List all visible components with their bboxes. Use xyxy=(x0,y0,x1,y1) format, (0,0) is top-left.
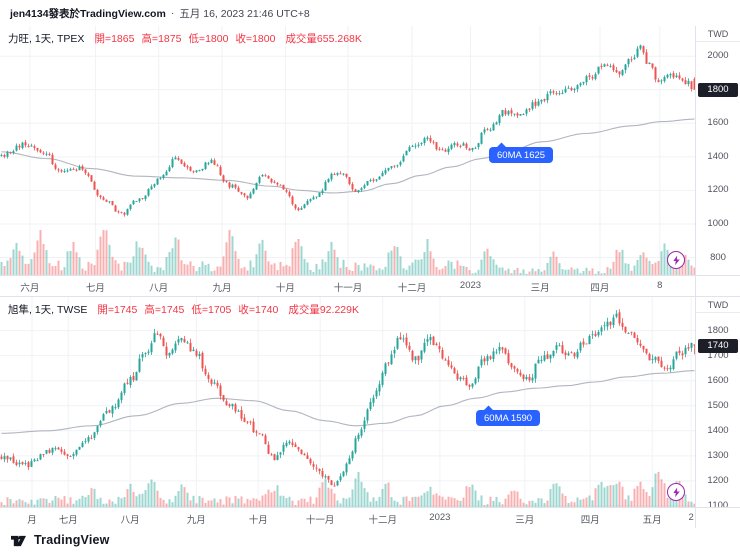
ma-label-badge[interactable]: 60MA 1590 xyxy=(476,410,541,426)
price-tick-label: 1800 xyxy=(707,324,729,336)
time-axis-label: 五月 xyxy=(642,515,662,526)
time-axis-label: 十二月 xyxy=(397,283,427,294)
time-axis-label: 四月 xyxy=(590,283,610,294)
separator-dot: · xyxy=(170,7,175,19)
time-axis-label: 十二月 xyxy=(368,515,398,526)
chart-pane-voltronic: 旭隼, 1天, TWSE 開=1745 高=1745 低=1705 收=1740… xyxy=(0,296,740,528)
candlestick-chart xyxy=(0,297,696,508)
high-value: 高=1745 xyxy=(144,304,185,316)
price-tick-label: 1600 xyxy=(707,374,729,386)
price-tick-label: 1200 xyxy=(707,474,729,486)
symbol-title[interactable]: 旭隼, 1天, TWSE xyxy=(8,304,88,316)
time-axis[interactable]: 月 七月 八月 九月 十月 十一月 十二月 2023 三月 四月 五月 2 xyxy=(0,507,696,528)
time-axis-label: 九月 xyxy=(212,283,232,294)
chart-pane-ememory: 力旺, 1天, TPEX 開=1865 高=1875 低=1800 收=1800… xyxy=(0,26,740,296)
time-axis-label: 八月 xyxy=(149,283,169,294)
volume-value: 成交量655.268K xyxy=(285,33,362,45)
lightning-icon xyxy=(672,487,680,497)
high-value: 高=1875 xyxy=(141,33,182,45)
candlestick-chart xyxy=(0,26,696,276)
time-axis-label: 七月 xyxy=(85,283,105,294)
close-value: 收=1800 xyxy=(235,33,276,45)
low-value: 低=1800 xyxy=(188,33,229,45)
close-value: 收=1740 xyxy=(238,304,279,316)
time-axis-label: 六月 xyxy=(20,283,40,294)
time-axis-label: 七月 xyxy=(58,515,78,526)
boost-button[interactable] xyxy=(667,251,685,269)
low-value: 低=1705 xyxy=(191,304,232,316)
snapshot-datetime: 五月 16, 2023 21:46 UTC+8 xyxy=(179,7,310,20)
time-axis-label: 8 xyxy=(657,280,663,291)
price-tick-label: 1400 xyxy=(707,150,729,162)
time-axis-label: 九月 xyxy=(186,515,206,526)
price-tick-label: 1700 xyxy=(707,349,729,361)
price-axis[interactable]: TWD 1740 1800 1700 1600 1500 1400 1300 1200 110… xyxy=(695,297,740,511)
boost-button[interactable] xyxy=(667,483,685,501)
snapshot-header: jen4134發表於TradingView.com · 五月 16, 2023 … xyxy=(0,0,740,26)
price-tick-label: 1000 xyxy=(707,217,729,229)
price-tick-label: 800 xyxy=(710,251,726,263)
author-attribution[interactable]: jen4134發表於TradingView.com xyxy=(10,7,166,20)
time-axis-label: 三月 xyxy=(530,283,550,294)
ma-label-text: 60MA 1625 xyxy=(497,149,546,161)
ma-label-text: 60MA 1590 xyxy=(484,412,533,424)
tradingview-logo-icon[interactable] xyxy=(10,533,27,548)
price-tick-label: 1500 xyxy=(707,399,729,411)
last-price-badge: 1740 xyxy=(698,338,738,353)
price-tick-label: 1400 xyxy=(707,424,729,436)
time-axis-label: 四月 xyxy=(580,515,600,526)
open-value: 開=1745 xyxy=(97,304,138,316)
axis-corner xyxy=(695,275,740,296)
lightning-icon xyxy=(672,255,680,265)
time-axis-label: 2023 xyxy=(429,512,451,523)
time-axis-label: 十一月 xyxy=(305,515,335,526)
price-tick-label: 1300 xyxy=(707,449,729,461)
time-axis-label: 十一月 xyxy=(333,283,363,294)
plot-area[interactable]: 旭隼, 1天, TWSE 開=1745 高=1745 低=1705 收=1740… xyxy=(0,297,696,508)
volume-value: 成交量92.229K xyxy=(288,304,359,316)
last-price-badge: 1800 xyxy=(698,82,738,97)
axis-corner xyxy=(695,507,740,528)
price-tick-label: 1100 xyxy=(707,499,729,511)
currency-label: TWD xyxy=(696,26,740,42)
open-value: 開=1865 xyxy=(94,33,135,45)
ohlc-values: 開=1745 高=1745 低=1705 收=1740 xyxy=(97,302,278,317)
price-tick-label: 1200 xyxy=(707,184,729,196)
time-axis-label: 2023 xyxy=(459,280,482,291)
time-axis-label: 三月 xyxy=(515,515,535,526)
tradingview-brand-text[interactable]: TradingView xyxy=(34,533,110,547)
time-axis-label: 八月 xyxy=(120,515,140,526)
price-tick-label: 1600 xyxy=(707,117,729,129)
chart-legend: 旭隼, 1天, TWSE 開=1745 高=1745 低=1705 收=1740… xyxy=(8,302,359,317)
time-axis[interactable]: 六月 七月 八月 九月 十月 十一月 十二月 2023 三月 四月 8 xyxy=(0,275,696,296)
time-axis-label: 2 xyxy=(688,512,694,523)
plot-area[interactable]: 力旺, 1天, TPEX 開=1865 高=1875 低=1800 收=1800… xyxy=(0,26,696,276)
currency-label: TWD xyxy=(696,297,740,313)
time-axis-label: 十月 xyxy=(248,515,268,526)
footer: TradingView xyxy=(0,528,740,552)
symbol-title[interactable]: 力旺, 1天, TPEX xyxy=(8,33,85,45)
price-tick-label: 2000 xyxy=(707,50,729,62)
ohlc-values: 開=1865 高=1875 低=1800 收=1800 xyxy=(94,31,275,46)
ma-label-badge[interactable]: 60MA 1625 xyxy=(489,147,554,163)
price-axis[interactable]: TWD 1800 200018001600140012001000800 xyxy=(695,26,740,276)
time-axis-label: 十月 xyxy=(275,283,295,294)
time-axis-label: 月 xyxy=(27,515,37,526)
chart-legend: 力旺, 1天, TPEX 開=1865 高=1875 低=1800 收=1800… xyxy=(8,31,362,46)
